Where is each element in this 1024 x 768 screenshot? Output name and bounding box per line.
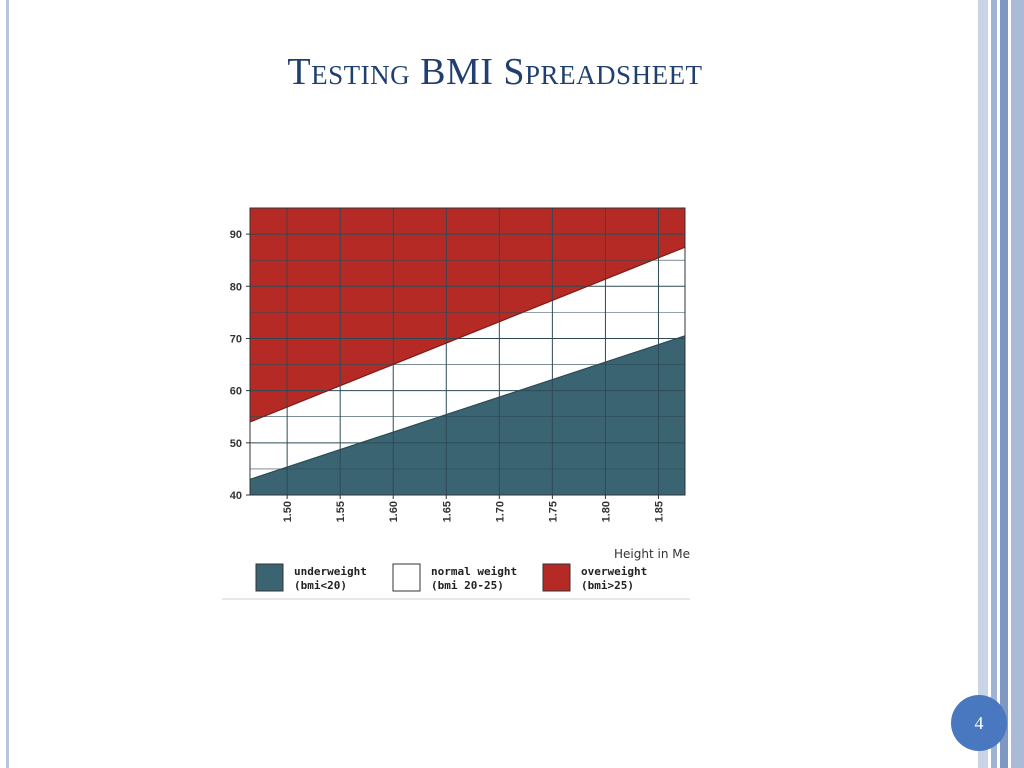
legend-label-overweight: overweight (581, 565, 647, 578)
stripe-1 (988, 0, 991, 768)
y-tick-label-0: 40 (230, 490, 242, 502)
legend: underweight(bmi<20) normal weight(bmi 20-… (255, 563, 647, 592)
stripe-6 (1011, 0, 1024, 768)
bmi-25-line (249, 246, 686, 423)
y-tick-label-4: 80 (230, 281, 242, 293)
y-tick-label-5: 90 (230, 229, 242, 241)
plot-frame (249, 207, 686, 496)
legend-range-overweight: (bmi>25) (581, 579, 634, 592)
x-tick-label-6: 1.80 (600, 501, 612, 522)
right-decorative-stripes (978, 0, 1024, 768)
left-border-rule (6, 0, 9, 768)
x-axis-ticks: 1.50 1.55 1.60 1.65 1.70 1.75 1.80 1.85 (282, 495, 665, 522)
legend-label-normal: normal weight (431, 565, 517, 578)
legend-swatch-overweight (542, 563, 571, 592)
x-tick-label-5: 1.75 (547, 501, 559, 522)
plot-area (249, 207, 686, 496)
x-tick-label-4: 1.70 (494, 501, 506, 522)
legend-swatch-underweight (255, 563, 284, 592)
slide-title: Testing BMI Spreadsheet (287, 51, 703, 93)
underweight-region (250, 335, 685, 495)
legend-label-underweight: underweight (294, 565, 367, 578)
stripe-0 (978, 0, 988, 768)
x-tick-label-3: 1.65 (441, 501, 453, 522)
x-tick-label-2: 1.60 (388, 501, 400, 522)
y-axis-ticks: 40 50 60 70 80 90 (230, 229, 250, 502)
y-tick-label-1: 50 (230, 438, 242, 450)
x-tick-label-0: 1.50 (282, 501, 294, 522)
y-tick-label-3: 70 (230, 333, 242, 345)
stripe-5 (1008, 0, 1011, 768)
x-tick-label-1: 1.55 (335, 501, 347, 522)
legend-swatch-normal (392, 563, 421, 592)
bmi-chart: 40 50 60 70 80 90 1.50 1.55 1.60 1.65 1.70 1.75 1.8… (222, 207, 690, 600)
stripe-2 (991, 0, 997, 768)
stripe-3 (997, 0, 1000, 768)
legend-range-normal: (bmi 20-25) (431, 579, 504, 592)
bmi-20-line (249, 335, 686, 480)
legend-range-underweight: (bmi<20) (294, 579, 347, 592)
x-axis-title: Height in Me (614, 547, 690, 561)
stripe-4 (1000, 0, 1008, 768)
x-tick-label-7: 1.85 (653, 501, 665, 522)
y-tick-label-2: 60 (230, 386, 242, 398)
page-number-badge: 4 (951, 695, 1007, 751)
